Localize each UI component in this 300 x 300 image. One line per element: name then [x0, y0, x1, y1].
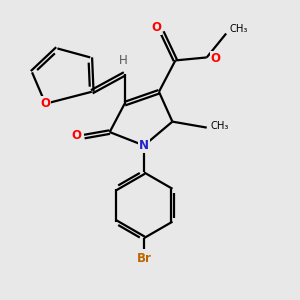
Text: N: N [139, 139, 149, 152]
Text: O: O [71, 129, 81, 142]
Text: Br: Br [136, 253, 152, 266]
Text: CH₃: CH₃ [230, 24, 248, 34]
Text: O: O [211, 52, 221, 65]
Text: O: O [151, 21, 161, 34]
Text: CH₃: CH₃ [210, 121, 229, 131]
Text: O: O [40, 97, 50, 110]
Text: H: H [119, 54, 128, 67]
